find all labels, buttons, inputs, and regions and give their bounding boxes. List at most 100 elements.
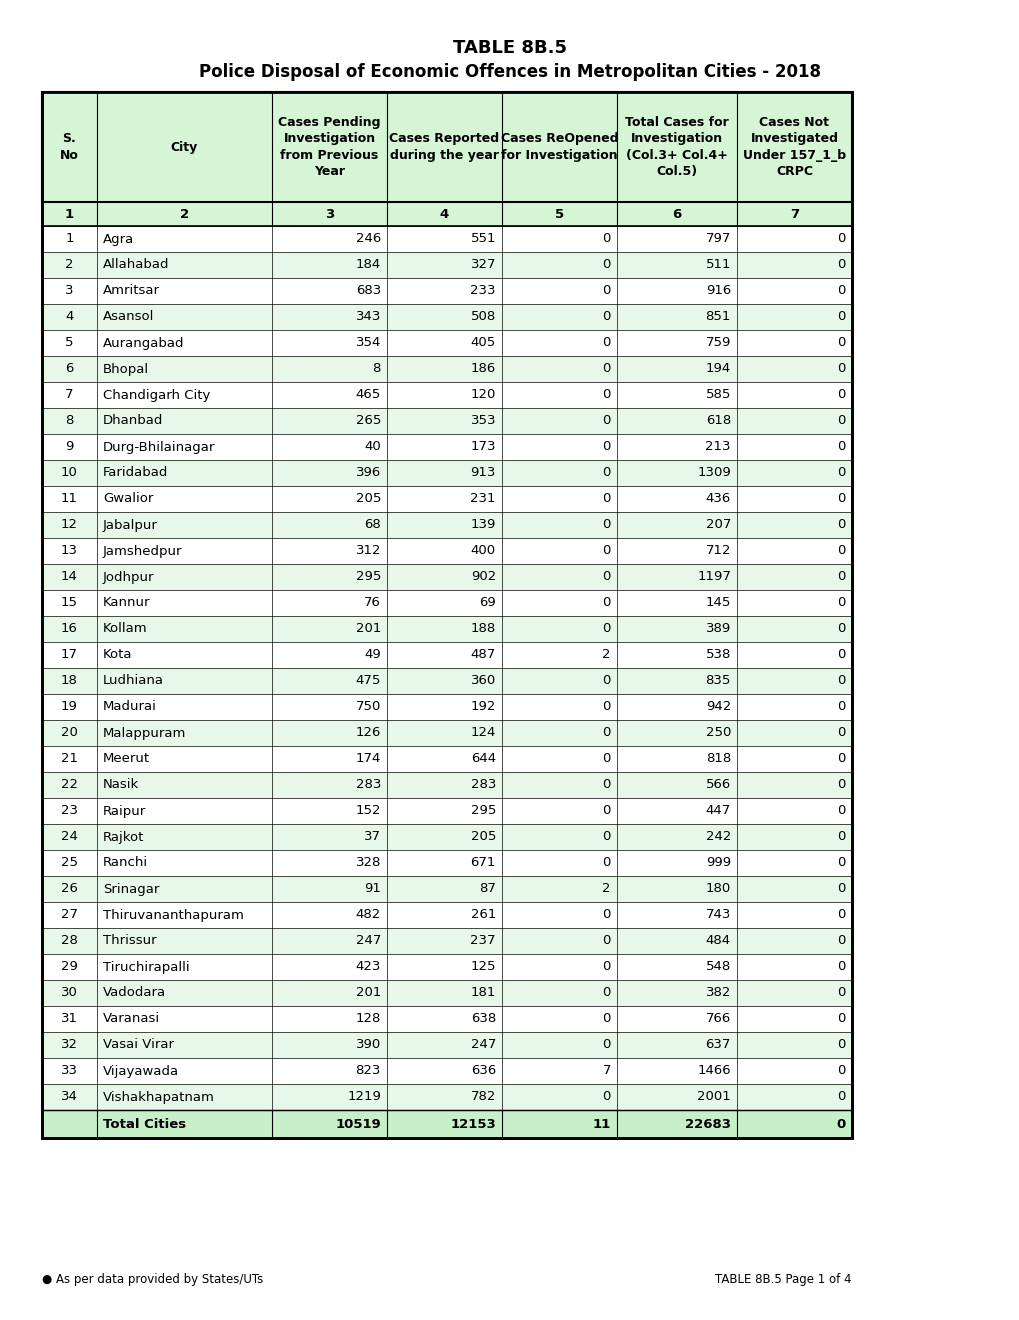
- Text: 22683: 22683: [685, 1118, 731, 1130]
- Text: 712: 712: [705, 544, 731, 557]
- Text: 237: 237: [470, 935, 495, 948]
- Text: Raipur: Raipur: [103, 804, 146, 817]
- Text: Malappuram: Malappuram: [103, 726, 186, 739]
- Bar: [42, 799, 851, 824]
- Text: 49: 49: [364, 648, 381, 661]
- Text: 0: 0: [602, 259, 610, 272]
- Text: 0: 0: [837, 232, 845, 246]
- Text: 0: 0: [602, 935, 610, 948]
- Text: 128: 128: [356, 1012, 381, 1026]
- Text: 436: 436: [705, 492, 731, 506]
- Text: 0: 0: [602, 597, 610, 610]
- Bar: [42, 92, 851, 202]
- Bar: [42, 954, 851, 979]
- Text: Police Disposal of Economic Offences in Metropolitan Cities - 2018: Police Disposal of Economic Offences in …: [199, 63, 820, 81]
- Text: 0: 0: [837, 466, 845, 479]
- Text: 247: 247: [356, 935, 381, 948]
- Text: 32: 32: [61, 1039, 77, 1052]
- Text: 0: 0: [837, 830, 845, 843]
- Bar: [42, 459, 851, 486]
- Text: Tiruchirapalli: Tiruchirapalli: [103, 961, 190, 974]
- Text: Kollam: Kollam: [103, 623, 148, 635]
- Text: 0: 0: [837, 804, 845, 817]
- Text: 942: 942: [705, 701, 731, 714]
- Text: Asansol: Asansol: [103, 310, 154, 323]
- Text: 28: 28: [61, 935, 77, 948]
- Text: 312: 312: [356, 544, 381, 557]
- Text: Meerut: Meerut: [103, 752, 150, 766]
- Text: 0: 0: [837, 1064, 845, 1077]
- Bar: [42, 92, 851, 1138]
- Text: Allahabad: Allahabad: [103, 259, 169, 272]
- Text: 0: 0: [837, 1012, 845, 1026]
- Text: 0: 0: [837, 986, 845, 999]
- Bar: [42, 304, 851, 330]
- Text: 21: 21: [61, 752, 77, 766]
- Text: 396: 396: [356, 466, 381, 479]
- Text: 551: 551: [470, 232, 495, 246]
- Text: Durg-Bhilainagar: Durg-Bhilainagar: [103, 441, 215, 454]
- Text: 0: 0: [602, 388, 610, 401]
- Text: 0: 0: [837, 935, 845, 948]
- Text: 0: 0: [837, 363, 845, 375]
- Text: 0: 0: [602, 857, 610, 870]
- Text: 0: 0: [836, 1118, 845, 1130]
- Text: 508: 508: [471, 310, 495, 323]
- Text: 283: 283: [470, 779, 495, 792]
- Text: Varanasi: Varanasi: [103, 1012, 160, 1026]
- Text: 0: 0: [837, 570, 845, 583]
- Text: 4: 4: [439, 207, 448, 220]
- Text: 181: 181: [470, 986, 495, 999]
- Text: 3: 3: [325, 207, 334, 220]
- Text: Srinagar: Srinagar: [103, 883, 159, 895]
- Text: 0: 0: [602, 701, 610, 714]
- Bar: [42, 356, 851, 381]
- Text: 354: 354: [356, 337, 381, 350]
- Text: 482: 482: [356, 908, 381, 921]
- Bar: [42, 92, 851, 202]
- Text: Madurai: Madurai: [103, 701, 157, 714]
- Text: 0: 0: [602, 363, 610, 375]
- Text: 1309: 1309: [697, 466, 731, 479]
- Bar: [42, 539, 851, 564]
- Text: Thrissur: Thrissur: [103, 935, 157, 948]
- Text: 0: 0: [602, 519, 610, 532]
- Text: Vishakhapatnam: Vishakhapatnam: [103, 1090, 215, 1104]
- Text: 343: 343: [356, 310, 381, 323]
- Text: 0: 0: [602, 726, 610, 739]
- Text: 0: 0: [837, 623, 845, 635]
- Text: 0: 0: [602, 675, 610, 688]
- Text: 0: 0: [837, 285, 845, 297]
- Bar: [42, 1032, 851, 1059]
- Bar: [42, 330, 851, 356]
- Text: Chandigarh City: Chandigarh City: [103, 388, 210, 401]
- Text: 180: 180: [705, 883, 731, 895]
- Text: 0: 0: [602, 1090, 610, 1104]
- Text: 205: 205: [470, 830, 495, 843]
- Text: 22: 22: [61, 779, 77, 792]
- Bar: [42, 719, 851, 746]
- Text: 1219: 1219: [346, 1090, 381, 1104]
- Text: 295: 295: [356, 570, 381, 583]
- Text: Faridabad: Faridabad: [103, 466, 168, 479]
- Text: 0: 0: [837, 414, 845, 428]
- Bar: [42, 902, 851, 928]
- Text: 242: 242: [705, 830, 731, 843]
- Text: Total Cases for
Investigation
(Col.3+ Col.4+
Col.5): Total Cases for Investigation (Col.3+ Co…: [625, 116, 729, 178]
- Text: 201: 201: [356, 986, 381, 999]
- Text: 0: 0: [837, 675, 845, 688]
- Text: 295: 295: [470, 804, 495, 817]
- Text: 835: 835: [705, 675, 731, 688]
- Bar: [42, 564, 851, 590]
- Text: 26: 26: [61, 883, 77, 895]
- Text: 0: 0: [602, 1039, 610, 1052]
- Text: Gwalior: Gwalior: [103, 492, 153, 506]
- Text: 0: 0: [837, 701, 845, 714]
- Text: 475: 475: [356, 675, 381, 688]
- Text: 538: 538: [705, 648, 731, 661]
- Text: 0: 0: [602, 908, 610, 921]
- Text: 797: 797: [705, 232, 731, 246]
- Text: 637: 637: [705, 1039, 731, 1052]
- Text: 174: 174: [356, 752, 381, 766]
- Text: 465: 465: [356, 388, 381, 401]
